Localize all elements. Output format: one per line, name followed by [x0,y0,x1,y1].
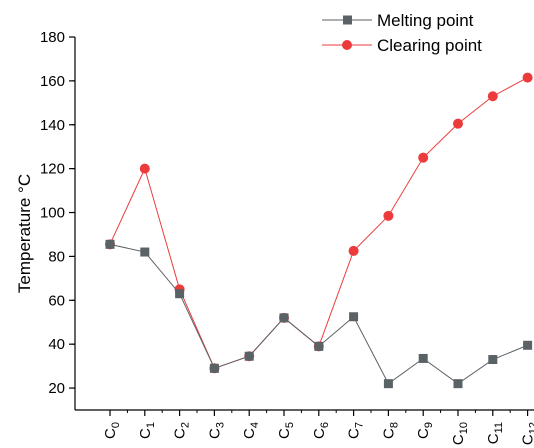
x-tick-label-base: C [206,428,223,439]
y-tick-label: 140 [40,117,65,134]
x-tick-label: C5 [276,422,296,439]
x-tick-label-subscript: 1 [145,422,157,428]
x-tick-label-subscript: 12 [528,422,534,434]
x-tick-label: C10 [450,422,470,445]
x-tick-label-base: C [276,428,293,439]
x-tick-label-base: C [450,434,467,445]
x-tick-label: C2 [172,422,192,439]
x-tick-label: C8 [380,422,400,439]
x-tick-label-base: C [172,428,189,439]
y-tick-label: 120 [40,161,65,178]
y-tick-label: 80 [48,248,65,265]
melting-point-marker [244,351,254,361]
x-tick-label-base: C [137,428,154,439]
x-tick-label: C6 [311,422,331,439]
x-tick-label-base: C [380,428,397,439]
x-tick-label-subscript: 8 [388,422,400,428]
melting-point-marker [383,379,393,389]
legend-circle-marker [342,40,352,50]
x-tick-label-base: C [485,433,502,444]
melting-point-marker [314,341,324,351]
x-tick-label-subscript: 2 [180,422,192,428]
series-melting-point [105,239,533,389]
y-tick-label: 100 [40,205,65,222]
melting-point-marker [140,247,150,257]
x-tick-label: C9 [415,422,435,439]
y-tick-label: 40 [48,336,65,353]
y-tick-label: 160 [40,73,65,90]
x-tick-label-subscript: 7 [354,422,366,428]
melting-point-marker [453,379,463,389]
x-tick-label-subscript: 0 [110,422,122,428]
melting-point-marker [349,312,359,322]
clearing-point-marker [348,245,359,256]
clearing-point-marker [487,91,498,102]
x-tick-label-base: C [311,428,328,439]
x-tick-label-base: C [520,434,534,445]
x-tick-label-subscript: 5 [284,422,296,428]
x-tick-label-subscript: 11 [493,422,505,433]
x-tick-label-base: C [415,428,432,439]
x-tick-label: C4 [241,422,261,439]
legend-label: Clearing point [377,36,482,55]
clearing-point-marker [139,163,150,174]
x-tick-label-subscript: 3 [214,422,226,428]
melting-point-marker [209,363,219,373]
x-tick-label-subscript: 4 [249,422,261,428]
y-tick-label: 180 [40,29,65,46]
x-tick-label-base: C [346,428,363,439]
x-tick-label-subscript: 6 [319,422,331,428]
x-ticks: C0C1C2C3C4C5C6C7C8C9C10C11C12 [102,410,534,445]
x-tick-label-base: C [102,428,119,439]
melting-point-marker [105,239,115,249]
melting-point-marker [418,353,428,363]
clearing-point-line [109,77,528,369]
x-tick-label: C12 [520,422,534,445]
legend-square-marker [343,15,352,25]
y-axis-label: Temperature °C [15,174,34,293]
melting-point-marker [523,340,533,350]
x-tick-label-base: C [241,428,258,439]
legend: Melting point Clearing point [322,11,482,55]
clearing-point-marker [383,210,394,221]
x-tick-label-subscript: 9 [423,422,435,428]
legend-label: Melting point [377,11,474,30]
y-ticks: 20 40 60 80 100 120 140 160 180 [40,29,75,397]
x-tick-label: C1 [137,422,157,439]
x-tick-label-subscript: 10 [458,422,470,434]
x-tick-label: C3 [206,422,226,439]
legend-item-clearing-point: Clearing point [322,36,482,55]
y-tick-label: 60 [48,292,65,309]
x-tick-label: C11 [485,422,505,444]
clearing-point-marker [522,72,533,83]
y-tick-label: 20 [48,380,65,397]
series-layer [105,72,533,389]
clearing-point-marker [418,152,429,163]
x-tick-label: C0 [102,422,122,439]
legend-item-melting-point: Melting point [322,11,474,30]
melting-point-marker [488,355,498,365]
clearing-point-marker [453,118,463,129]
axes [74,37,534,411]
series-clearing-point [105,72,533,374]
melting-point-marker [279,313,289,323]
x-tick-label: C7 [346,422,366,439]
melting-point-marker [175,289,185,299]
